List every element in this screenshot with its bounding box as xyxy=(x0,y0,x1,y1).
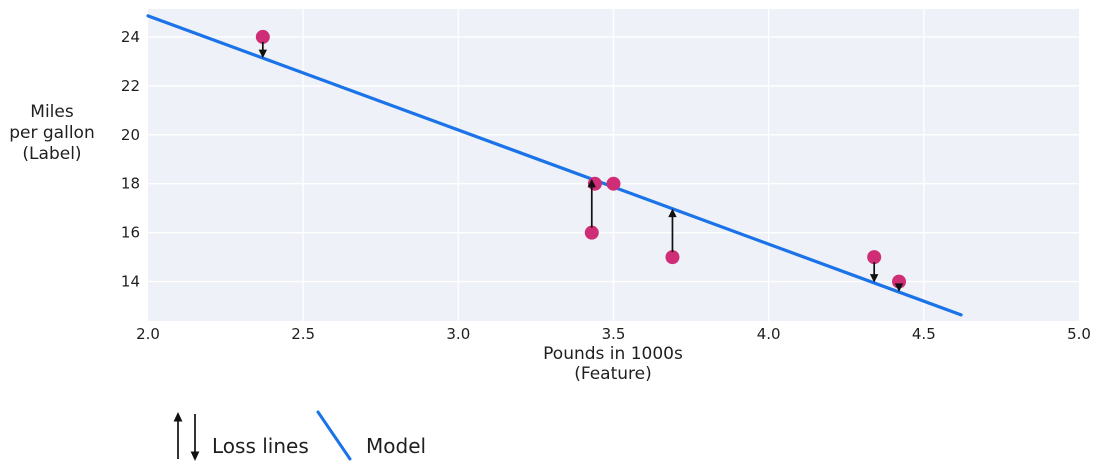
y-tick-label: 18 xyxy=(121,175,140,193)
x-tick-label: 2.5 xyxy=(291,325,315,343)
loss-arrow-head xyxy=(668,208,677,218)
y-axis-title-line: per gallon xyxy=(9,123,94,143)
legend-loss-label: Loss lines xyxy=(212,434,309,458)
loss-arrow xyxy=(668,208,677,253)
y-tick-label: 24 xyxy=(121,28,140,46)
data-point xyxy=(892,274,907,289)
data-point xyxy=(255,29,270,44)
x-tick-label: 3.5 xyxy=(602,325,626,343)
y-axis-title-line: (Label) xyxy=(22,144,81,164)
x-tick-label: 4.5 xyxy=(912,325,936,343)
x-axis-title: Pounds in 1000s (Feature) xyxy=(543,344,683,384)
loss-up-arrow-icon xyxy=(173,412,183,459)
legend-model-label: Model xyxy=(366,434,426,458)
loss-arrow-head xyxy=(894,283,904,292)
y-tick-label: 20 xyxy=(121,126,140,144)
x-tick-label: 3.0 xyxy=(446,325,470,343)
data-point xyxy=(867,250,882,265)
legend: Loss lines Model xyxy=(173,410,426,461)
loss-arrow-head xyxy=(587,178,596,188)
x-tick-label: 2.0 xyxy=(136,325,160,343)
model-line-icon xyxy=(316,410,352,461)
x-axis-title-line: Pounds in 1000s xyxy=(543,344,683,364)
y-axis-title: Miles per gallon (Label) xyxy=(9,102,94,164)
loss-arrow-head xyxy=(869,274,879,283)
data-point xyxy=(665,250,680,265)
data-point xyxy=(606,176,621,191)
y-tick-label: 14 xyxy=(121,273,140,291)
loss-down-arrow-icon xyxy=(190,414,200,461)
y-tick-label: 22 xyxy=(121,77,140,95)
loss-arrow-head xyxy=(258,49,268,59)
y-axis-title-line: Miles xyxy=(30,102,74,122)
model-line xyxy=(146,14,963,317)
loss-arrow xyxy=(869,262,879,283)
loss-arrow xyxy=(894,283,904,292)
x-tick-label: 5.0 xyxy=(1067,325,1091,343)
x-tick-label: 4.0 xyxy=(757,325,781,343)
data-point xyxy=(584,225,599,240)
loss-arrow xyxy=(587,178,596,228)
y-tick-label: 16 xyxy=(121,224,140,242)
loss-arrow xyxy=(258,41,268,59)
x-axis-title-line: (Feature) xyxy=(574,364,652,384)
